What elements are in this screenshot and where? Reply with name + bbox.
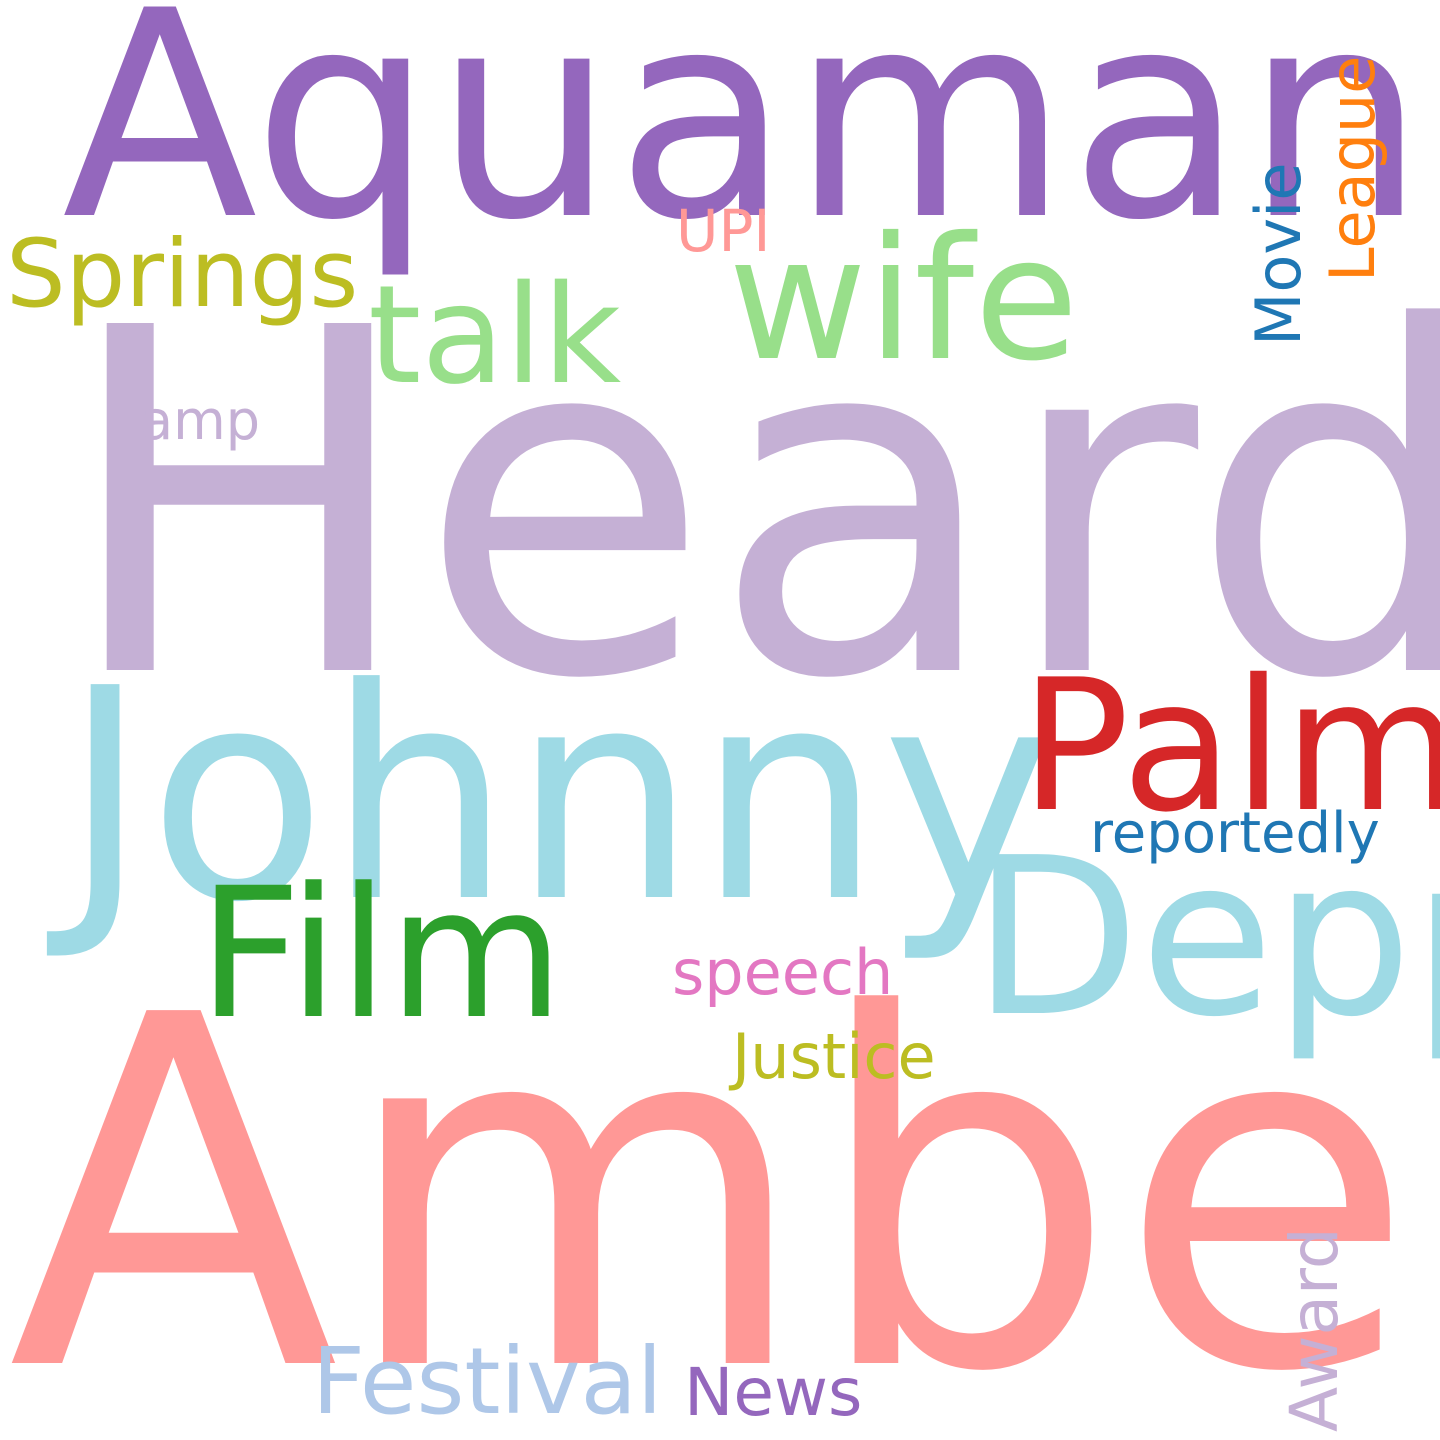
word-news: News [684,1354,863,1431]
word-johnny: Johnny [62,626,1055,966]
word-palm: Palm [1020,640,1440,852]
word-speech: speech [672,936,894,1009]
word-springs: Springs [6,220,359,329]
word-movie: Movie [1242,162,1315,347]
word-amber: Amber [8,915,1440,1440]
word-upi: UPI [676,197,771,265]
word-league: League [1316,55,1389,282]
word-depp: Depp [972,812,1440,1065]
word-reportedly: reportedly [1090,801,1380,866]
word-justice: Justice [732,1020,936,1093]
word-amp: amp [140,389,260,452]
word-aquaman: Aquaman [62,0,1426,283]
word-heard: Heard [60,229,1440,783]
word-film: Film [198,850,564,1059]
word-talk: talk [368,257,622,415]
word-award: Award [1276,1227,1353,1432]
word-wife: wife [728,201,1079,399]
word-festival: Festival [312,1328,663,1435]
